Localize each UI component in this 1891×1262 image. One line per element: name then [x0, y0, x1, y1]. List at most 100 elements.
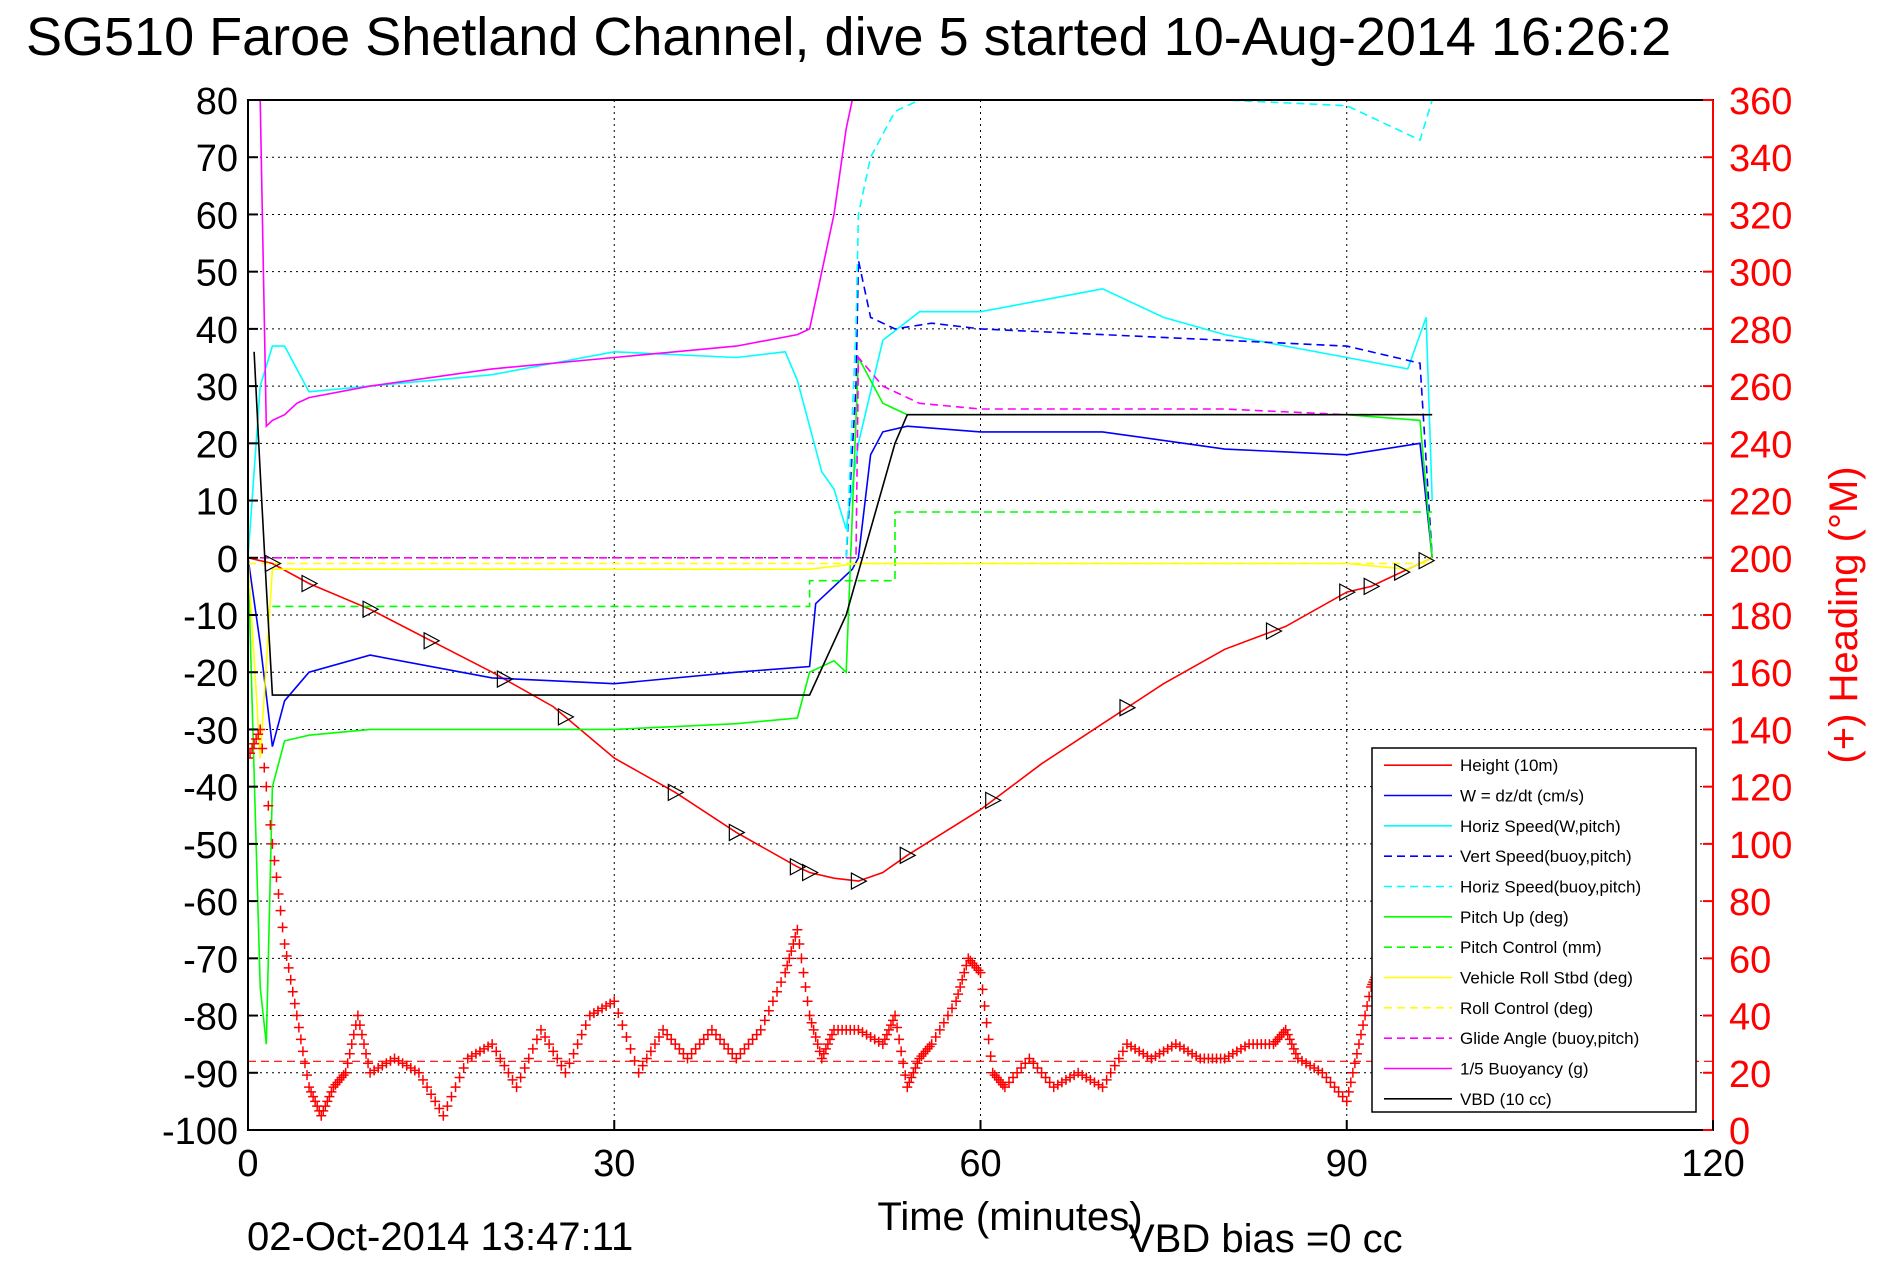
left-tick-label: -60	[183, 882, 238, 924]
glide-angle-buoy-pitch-line	[248, 355, 1420, 559]
heading-point	[985, 1051, 996, 1062]
heading-point	[275, 905, 286, 916]
heading-point	[975, 967, 986, 978]
right-tick-label: 20	[1729, 1054, 1771, 1096]
heading-point	[1117, 1046, 1128, 1057]
heading-point	[361, 1048, 372, 1059]
heading-point	[515, 1072, 526, 1083]
heading-point	[316, 1110, 327, 1121]
left-tick-label: -40	[183, 768, 238, 810]
heading-point	[291, 1010, 302, 1021]
heading-point	[304, 1082, 315, 1093]
heading-point	[784, 953, 795, 964]
heading-point	[802, 996, 813, 1007]
vbd-bias-label: VBD bias =0 cc	[1128, 1217, 1403, 1261]
legend-box	[1371, 747, 1697, 1113]
heading-point	[818, 1048, 829, 1059]
heading-point	[1280, 1024, 1291, 1035]
left-tick-label: 50	[196, 253, 238, 295]
heading-point	[908, 1067, 919, 1078]
heading-point	[877, 1039, 888, 1050]
heading-point	[826, 1029, 837, 1040]
heading-point	[310, 1096, 321, 1107]
heading-point	[544, 1039, 555, 1050]
left-tick-label: 70	[196, 138, 238, 180]
heading-point	[527, 1043, 538, 1054]
height-marker	[850, 872, 868, 891]
heading-point	[259, 762, 270, 773]
heading-point	[507, 1074, 518, 1085]
heading-point	[531, 1034, 542, 1045]
heading-point	[417, 1074, 428, 1085]
right-tick-label: 0	[1729, 1111, 1750, 1153]
height-marker	[1339, 583, 1357, 602]
heading-point	[568, 1048, 579, 1059]
right-tick-label: 40	[1729, 997, 1771, 1039]
heading-point	[277, 922, 288, 933]
chart-title: SG510 Faroe Shetland Channel, dive 5 sta…	[26, 7, 1671, 67]
heading-point	[641, 1053, 652, 1064]
heading-point	[798, 967, 809, 978]
heading-point	[953, 989, 964, 1000]
heading-point	[560, 1067, 571, 1078]
left-tick-label: 60	[196, 195, 238, 237]
height-marker	[264, 554, 282, 573]
heading-point	[1109, 1060, 1120, 1071]
heading-point	[450, 1082, 461, 1093]
heading-point	[997, 1079, 1008, 1090]
pitch-control-mm-line	[272, 511, 1433, 608]
heading-point	[924, 1041, 935, 1052]
heading-point	[491, 1046, 502, 1057]
height-marker	[1418, 551, 1436, 570]
heading-point	[503, 1067, 514, 1078]
heading-point	[352, 1010, 363, 1021]
heading-point	[552, 1053, 563, 1064]
heading-point	[279, 939, 290, 950]
heading-point	[285, 974, 296, 985]
heading-point	[796, 953, 807, 964]
right-tick-label: 60	[1729, 939, 1771, 981]
heading-point	[930, 1032, 941, 1043]
x-axis-ticks: 0 30 60 90 120	[237, 1120, 1745, 1185]
heading-point	[297, 1046, 308, 1057]
heading-point	[356, 1029, 367, 1040]
heading-point	[808, 1024, 819, 1035]
right-tick-label: 360	[1729, 81, 1792, 123]
height-marker	[496, 670, 514, 689]
legend-label: Height (10m)	[1460, 756, 1558, 775]
height-marker	[985, 791, 1002, 810]
heading-point	[556, 1060, 567, 1071]
heading-point	[938, 1017, 949, 1028]
heading-point	[293, 1022, 304, 1033]
heading-point	[767, 996, 778, 1007]
heading-point	[322, 1096, 333, 1107]
heading-point	[824, 1034, 835, 1045]
heading-point	[896, 1046, 907, 1057]
heading-point	[1358, 1020, 1369, 1031]
heading-point	[287, 986, 298, 997]
heading-point	[257, 743, 268, 754]
left-tick-label: -70	[183, 939, 238, 981]
heading-point	[540, 1032, 551, 1043]
heading-point	[912, 1058, 923, 1069]
height-marker	[301, 574, 319, 593]
heading-point	[426, 1089, 437, 1100]
legend-label: Pitch Up (deg)	[1460, 908, 1569, 927]
right-tick-label: 160	[1729, 653, 1792, 695]
heading-point	[637, 1060, 648, 1071]
height-marker	[1394, 563, 1411, 582]
height-marker	[1119, 698, 1137, 717]
heading-point	[755, 1024, 766, 1035]
height-marker	[728, 823, 746, 842]
heading-point	[342, 1058, 353, 1069]
left-tick-label: 80	[196, 81, 238, 123]
heading-point	[926, 1039, 937, 1050]
heading-point	[249, 738, 260, 749]
heading-point	[564, 1058, 575, 1069]
heading-point	[438, 1110, 449, 1121]
heading-point	[295, 1034, 306, 1045]
vert-speed-buoy-pitch-line	[845, 260, 1433, 558]
heading-point	[955, 981, 966, 992]
heading-point	[983, 1034, 994, 1045]
heading-point	[289, 998, 300, 1009]
